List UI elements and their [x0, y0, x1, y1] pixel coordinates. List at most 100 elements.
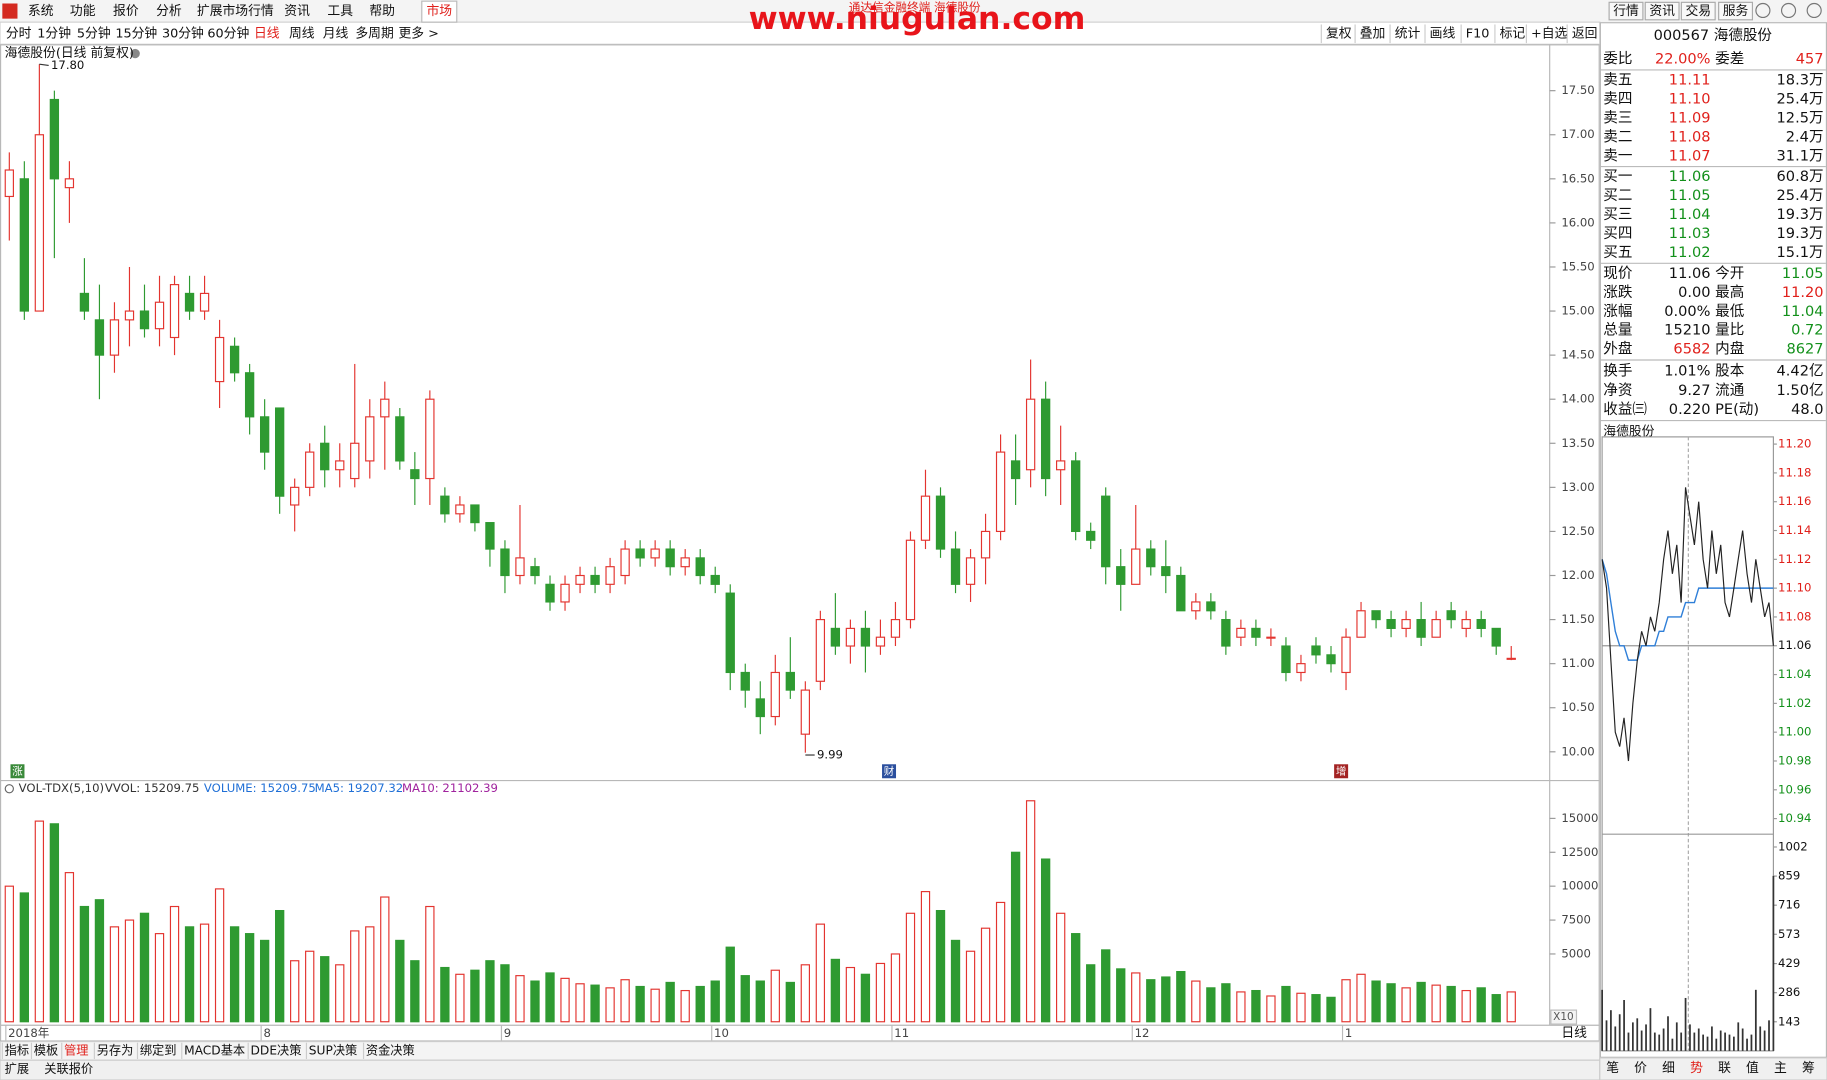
volume-bar: [1116, 968, 1126, 1023]
bottom-tool[interactable]: SUP决策: [309, 1042, 358, 1057]
status-bar: [0, 1059, 1601, 1080]
period-tab[interactable]: 多周期: [355, 26, 393, 41]
period-tab[interactable]: 5分钟: [77, 25, 111, 41]
event-icon[interactable]: [1334, 764, 1349, 779]
bottom-tool[interactable]: 另存为: [97, 1043, 134, 1057]
tool-button[interactable]: 标记: [1500, 26, 1526, 41]
status-item[interactable]: 扩展: [5, 1062, 29, 1076]
period-tab[interactable]: 月线: [323, 26, 349, 41]
period-tab[interactable]: 30分钟: [162, 25, 204, 41]
period-tab[interactable]: 60分钟: [207, 25, 249, 41]
candle-body: [229, 345, 240, 374]
quote-cell: 0.220: [1669, 401, 1711, 418]
bottom-tool[interactable]: MACD基本: [184, 1043, 245, 1057]
period-tab[interactable]: 15分钟: [115, 25, 157, 41]
event-label[interactable]: 增: [1336, 764, 1346, 777]
market-tab-label[interactable]: 市场: [426, 3, 452, 19]
bottom-tool[interactable]: 绑定到: [140, 1042, 177, 1057]
x-tick-label: 12: [1135, 1026, 1150, 1040]
volume-bar: [665, 981, 675, 1023]
tool-button[interactable]: F10: [1466, 26, 1490, 41]
menu-item[interactable]: 资讯: [284, 4, 310, 19]
bottom-tool[interactable]: 管理: [64, 1042, 88, 1057]
top-button[interactable]: [1718, 1, 1754, 21]
bottom-tool[interactable]: 资金决策: [366, 1042, 415, 1057]
side-tab[interactable]: 细: [1662, 1061, 1675, 1076]
event-label[interactable]: 财: [884, 764, 894, 777]
side-tab[interactable]: 笔: [1606, 1060, 1619, 1076]
candle-body: [1371, 610, 1381, 621]
x-tick-label: 10: [714, 1026, 729, 1040]
volume-bar: [650, 988, 660, 1023]
tool-button[interactable]: +自选: [1531, 26, 1568, 41]
candle-body: [64, 178, 75, 189]
status-item[interactable]: 关联报价: [44, 1061, 93, 1076]
chart-frame: [0, 44, 1600, 1042]
intraday-vol-label: 716: [1778, 898, 1800, 912]
quote-cell: 卖五: [1603, 71, 1632, 88]
top-button[interactable]: [1608, 1, 1644, 21]
top-button[interactable]: [1644, 1, 1680, 21]
candle-body: [19, 178, 30, 312]
event-label[interactable]: 涨: [12, 765, 23, 777]
quote-cell: 卖一: [1603, 147, 1632, 164]
top-button[interactable]: [1680, 1, 1716, 21]
market-tab[interactable]: [421, 0, 458, 23]
side-tab[interactable]: 主: [1774, 1061, 1787, 1076]
volume-bar: [1506, 991, 1516, 1023]
scale-box: [1550, 1009, 1578, 1025]
tool-button[interactable]: 画线: [1430, 26, 1456, 41]
top-button-label[interactable]: 服务: [1723, 3, 1749, 19]
menu-item[interactable]: 功能: [70, 4, 96, 19]
tool-button[interactable]: 返回: [1572, 26, 1598, 41]
menu-item[interactable]: 系统: [28, 4, 54, 19]
y-tick-label: 12.00: [1561, 568, 1594, 582]
top-button-label[interactable]: 资讯: [1649, 4, 1675, 19]
menu-item[interactable]: 帮助: [369, 4, 395, 19]
side-tab[interactable]: 势: [1690, 1060, 1703, 1076]
app-logo: [2, 3, 18, 19]
period-tab[interactable]: 周线: [289, 26, 315, 41]
quote-cell: 11.04: [1669, 206, 1711, 223]
period-tab[interactable]: 更多 >: [398, 26, 438, 41]
close[interactable]: [1806, 2, 1822, 19]
period-tab[interactable]: 日线: [254, 26, 280, 41]
maximize[interactable]: [1780, 2, 1797, 19]
event-icon[interactable]: [10, 764, 25, 779]
quote-cell: 买四: [1603, 225, 1632, 242]
volume-bar: [109, 926, 120, 1023]
side-tab[interactable]: 值: [1746, 1060, 1759, 1076]
minimize[interactable]: [1755, 2, 1771, 19]
side-tab[interactable]: 联: [1718, 1061, 1731, 1076]
candle-body: [530, 566, 540, 577]
period-tab[interactable]: 1分钟: [37, 25, 71, 41]
top-button-label[interactable]: 交易: [1685, 3, 1711, 19]
quote-cell: 11.05: [1782, 265, 1824, 282]
volume-bar: [635, 985, 645, 1023]
candle-body: [184, 292, 195, 312]
tool-button[interactable]: 叠加: [1360, 26, 1386, 41]
side-tab[interactable]: 筹: [1802, 1060, 1815, 1076]
volume-bar: [1311, 994, 1321, 1023]
volume-bar: [350, 930, 360, 1023]
period-tab[interactable]: 分时: [6, 26, 32, 41]
menu-item[interactable]: 分析: [156, 4, 182, 19]
intraday-vol-label: 573: [1778, 927, 1800, 941]
tool-button[interactable]: 复权: [1326, 25, 1352, 41]
candle-body: [1356, 610, 1366, 638]
bottom-tool[interactable]: DDE决策: [251, 1042, 302, 1057]
top-button-label[interactable]: 行情: [1613, 4, 1639, 19]
quote-cell: 买二: [1603, 187, 1632, 204]
tool-button[interactable]: 统计: [1395, 26, 1421, 41]
event-icon[interactable]: [882, 764, 897, 779]
bottom-tool[interactable]: 模板: [34, 1043, 58, 1057]
menu-item[interactable]: 工具: [327, 4, 353, 19]
bottom-tool[interactable]: 指标: [5, 1042, 29, 1057]
side-tab[interactable]: 价: [1634, 1061, 1647, 1076]
candle-body: [1025, 398, 1036, 471]
menu-item[interactable]: 报价: [113, 4, 139, 19]
candle-body: [290, 486, 300, 506]
menu-item[interactable]: 扩展市场行情: [197, 3, 274, 19]
candle-body: [395, 416, 405, 462]
